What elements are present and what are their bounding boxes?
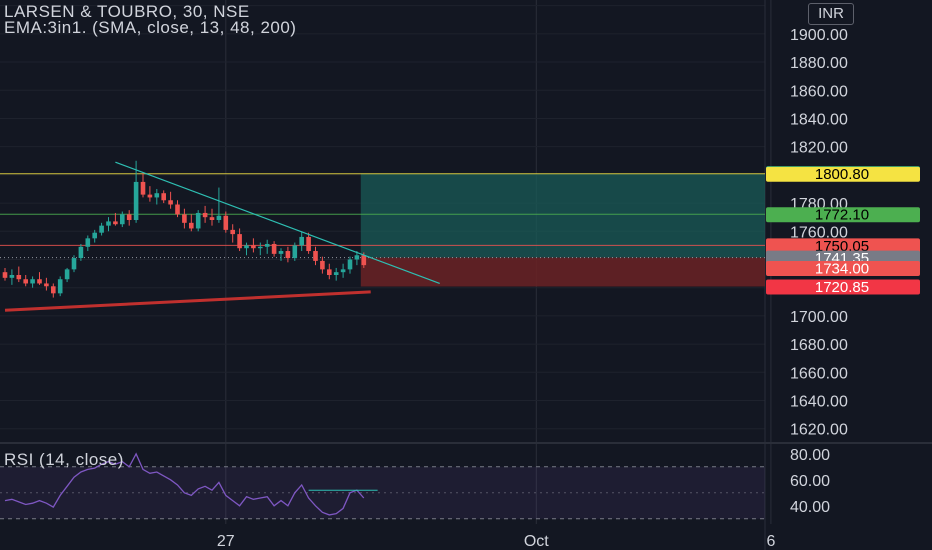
rsi-tick-label: 60.00 <box>790 473 830 490</box>
price-label-bg <box>766 166 920 182</box>
candle-body <box>44 283 49 287</box>
price-tick-label: 1640.00 <box>790 394 848 411</box>
price-label: 1720.85 <box>815 279 869 296</box>
price-label: 1750.05 <box>815 238 869 255</box>
candle-body <box>189 222 194 229</box>
candle-body <box>320 260 325 270</box>
rsi-pane <box>0 452 765 520</box>
candle-body <box>106 221 111 226</box>
candle-body <box>285 251 291 259</box>
candle-body <box>126 214 132 220</box>
candle-body <box>195 212 201 229</box>
candle-body <box>120 214 125 225</box>
candle-body <box>306 236 311 252</box>
candle-body <box>175 204 180 215</box>
price-label-bg <box>766 279 920 295</box>
price-tick-label: 1760.00 <box>790 224 848 241</box>
candle-body <box>251 245 256 249</box>
candle-body <box>154 193 160 198</box>
ema-200-line <box>4 290 371 312</box>
candle-body <box>244 245 249 249</box>
price-label-bg <box>766 238 920 254</box>
candle-body <box>258 246 263 249</box>
rsi-tick-label: 80.00 <box>790 447 830 464</box>
loss-zone <box>360 257 765 287</box>
candle-body <box>113 221 118 225</box>
candle-body <box>216 215 222 220</box>
candle-body <box>57 279 63 294</box>
price-tick-label: 1820.00 <box>790 140 848 157</box>
indicator-legend[interactable]: EMA:3in1. (SMA, close, 13, 48, 200) <box>4 18 297 37</box>
candle-body <box>9 275 15 278</box>
currency-badge[interactable]: INR <box>808 3 854 25</box>
price-label-bg <box>766 260 920 276</box>
price-tick-label: 1700.00 <box>790 309 848 326</box>
candle-body <box>361 255 367 266</box>
price-label: 1734.00 <box>815 260 869 277</box>
symbol-title[interactable]: LARSEN & TOUBRO, 30, NSE <box>4 2 250 21</box>
candle-body <box>230 229 235 235</box>
candle-body <box>16 275 22 280</box>
candle-body <box>133 181 139 220</box>
rsi-legend[interactable]: RSI (14, close) <box>4 450 124 469</box>
candle-body <box>182 214 187 223</box>
candle-body <box>327 269 332 275</box>
candles <box>2 160 367 298</box>
candle-body <box>140 181 146 195</box>
price-levels <box>0 173 765 259</box>
time-tick-label: 27 <box>217 533 235 550</box>
price-tick-label: 1620.00 <box>790 422 848 439</box>
position-zones <box>360 173 765 287</box>
price-axis[interactable]: 1620.00 1640.00 1660.00 1680.00 1700.00 1720.… <box>766 27 920 516</box>
candle-body <box>37 279 42 284</box>
price-label: 1772.10 <box>815 207 869 224</box>
trendline[interactable] <box>115 161 440 285</box>
candle-body <box>202 212 208 218</box>
rsi-line <box>4 452 365 516</box>
price-tick-label: 1860.00 <box>790 83 848 100</box>
candle-body <box>23 279 28 284</box>
candle-body <box>313 251 318 261</box>
candle-body <box>71 258 77 270</box>
candle-body <box>340 269 346 273</box>
descending-trendline <box>115 161 440 285</box>
price-tick-label: 1880.00 <box>790 55 848 72</box>
candle-body <box>85 238 91 247</box>
price-tick-label: 1660.00 <box>790 365 848 382</box>
time-tick-label: Oct <box>524 533 549 550</box>
candle-body <box>147 194 153 198</box>
profit-zone <box>360 173 765 258</box>
candle-body <box>168 200 173 205</box>
candle-body <box>209 217 215 220</box>
candle-body <box>292 245 298 259</box>
candle-body <box>64 269 70 280</box>
time-axis[interactable]: 27 Oct 6 <box>217 533 776 550</box>
candle-body <box>51 286 56 294</box>
candle-body <box>78 246 84 259</box>
candle-body <box>237 234 242 249</box>
candle-body <box>264 243 270 247</box>
candle-body <box>354 255 360 260</box>
candle-body <box>92 232 97 239</box>
price-tick-label: 1900.00 <box>790 27 848 44</box>
candle-body <box>278 251 284 254</box>
candle-body <box>2 272 8 278</box>
candle-body <box>99 225 104 233</box>
candle-body <box>223 215 229 230</box>
candle-body <box>161 193 166 201</box>
price-tick-label: 1680.00 <box>790 337 848 354</box>
candle-body <box>299 236 304 246</box>
candle-body <box>333 272 339 275</box>
time-tick-label: 6 <box>766 533 775 550</box>
candle-body <box>347 259 353 270</box>
candle-body <box>30 279 35 284</box>
ema-line <box>4 290 371 312</box>
rsi-tick-label: 40.00 <box>790 499 830 516</box>
price-label-bg <box>766 207 920 223</box>
price-tick-label: 1840.00 <box>790 111 848 128</box>
price-label: 1800.80 <box>815 166 869 183</box>
candle-body <box>271 243 277 254</box>
